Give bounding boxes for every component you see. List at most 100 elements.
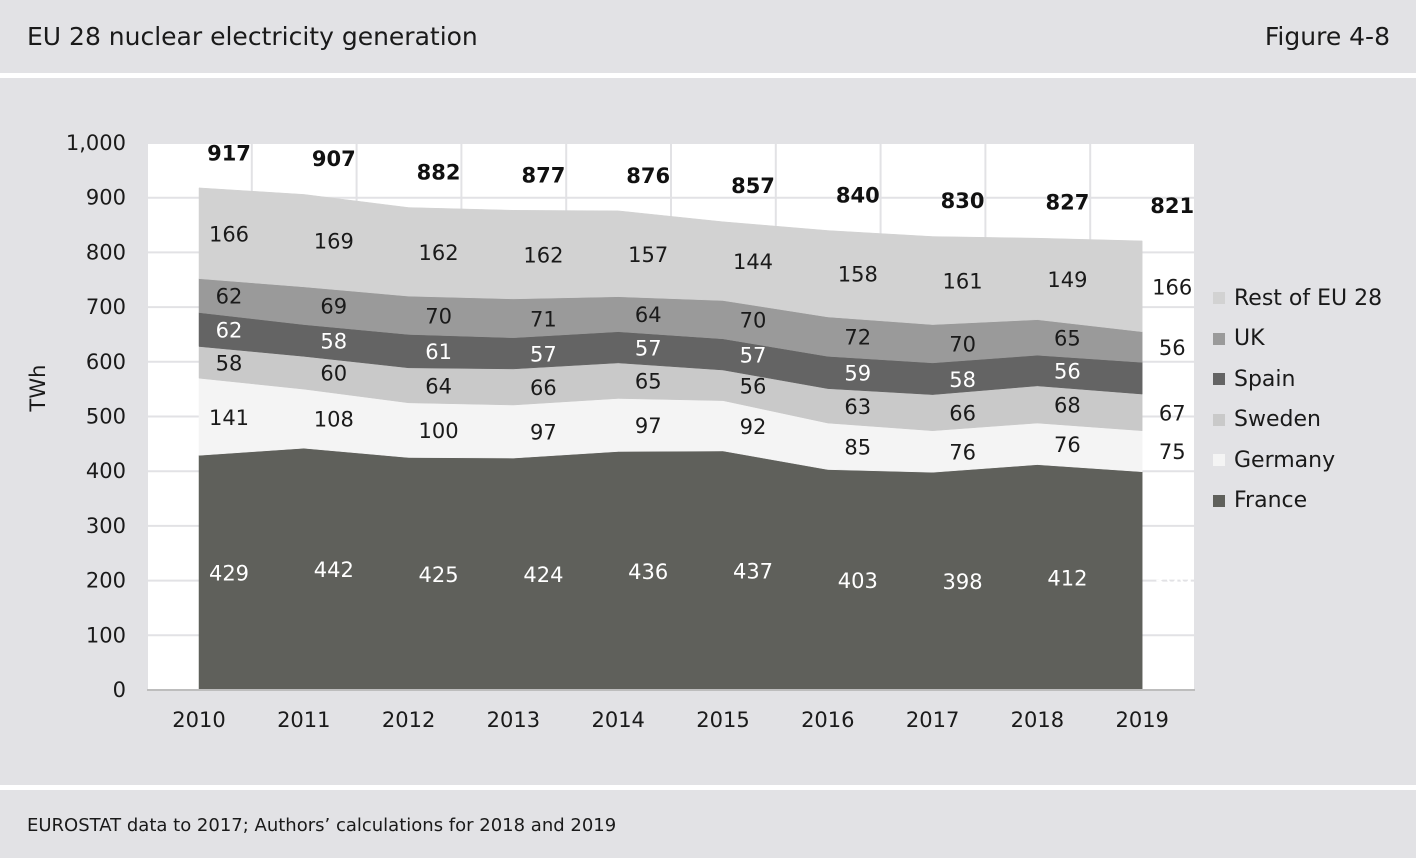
total-label: 877	[521, 163, 565, 187]
legend-label: Rest of EU 28	[1234, 285, 1383, 311]
footer-bar: EUROSTAT data to 2017; Authors’ calculat…	[0, 790, 1416, 858]
data-label: 141	[209, 406, 249, 430]
data-label: 58	[1159, 367, 1186, 391]
y-tick-label: 500	[86, 405, 126, 429]
data-label: 425	[419, 563, 459, 587]
data-label: 92	[740, 415, 767, 439]
x-tick-label: 2011	[277, 708, 330, 732]
data-label: 62	[216, 285, 243, 309]
legend-item: Sweden	[1213, 400, 1382, 441]
data-label: 70	[425, 304, 452, 328]
data-label: 70	[949, 333, 976, 357]
data-label: 149	[1047, 268, 1087, 292]
data-label: 436	[628, 560, 668, 584]
data-label: 412	[1047, 566, 1087, 590]
data-label: 56	[1054, 360, 1081, 384]
total-label: 830	[941, 189, 985, 213]
y-tick-label: 0	[113, 678, 126, 702]
legend-label: Sweden	[1234, 407, 1321, 433]
total-label: 882	[417, 161, 461, 185]
data-label: 169	[314, 230, 354, 254]
data-label: 442	[314, 558, 354, 582]
data-label: 108	[314, 408, 354, 432]
y-tick-label: 600	[86, 350, 126, 374]
x-tick-label: 2019	[1115, 708, 1168, 732]
y-tick-label: 700	[86, 295, 126, 319]
data-label: 67	[1159, 401, 1186, 425]
x-tick-label: 2010	[172, 708, 225, 732]
source-note: EUROSTAT data to 2017; Authors’ calculat…	[27, 815, 617, 836]
total-label: 917	[207, 141, 251, 165]
x-tick-label: 2015	[696, 708, 749, 732]
legend-swatch	[1213, 413, 1225, 426]
legend: Rest of EU 28 UK Spain Sweden Germany France	[1213, 278, 1382, 521]
data-label: 97	[530, 421, 557, 445]
legend-label: Spain	[1234, 366, 1296, 392]
value-labels: 429 442 425 424 436 437 403 398 412 399 141 108 100 9…	[209, 222, 1192, 594]
data-label: 66	[530, 376, 557, 400]
data-label: 60	[320, 362, 347, 386]
data-label: 57	[530, 342, 557, 366]
legend-item: Spain	[1213, 359, 1382, 400]
data-label: 166	[1152, 275, 1192, 299]
data-label: 97	[635, 414, 662, 438]
x-tick-label: 2013	[487, 708, 540, 732]
data-label: 56	[740, 374, 767, 398]
data-label: 437	[733, 559, 773, 583]
total-label: 827	[1045, 191, 1089, 215]
figure-number: Figure 4-8	[1264, 22, 1390, 51]
x-tick-label: 2014	[591, 708, 644, 732]
x-axis: 2010 2011 2012 2013 2014 2015 2016 2017 2018 2019	[147, 689, 1195, 732]
data-label: 70	[740, 309, 767, 333]
total-label: 907	[312, 147, 356, 171]
data-label: 76	[949, 441, 976, 465]
data-label: 158	[838, 263, 878, 287]
data-label: 56	[1159, 336, 1186, 360]
data-label: 162	[523, 244, 563, 268]
legend-swatch	[1213, 454, 1225, 467]
y-axis: 0 100 200 300 400 500 600 700 800 900 1,000	[66, 131, 126, 702]
data-label: 157	[628, 243, 668, 267]
chart-title: EU 28 nuclear electricity generation	[27, 22, 478, 51]
data-label: 424	[523, 563, 563, 587]
x-tick-label: 2017	[906, 708, 959, 732]
data-label: 63	[844, 395, 871, 419]
legend-label: Germany	[1234, 447, 1336, 473]
y-tick-label: 100	[86, 623, 126, 647]
data-label: 75	[1159, 440, 1186, 464]
data-label: 58	[216, 351, 243, 375]
data-label: 58	[320, 329, 347, 353]
data-label: 166	[209, 222, 249, 246]
data-label: 68	[1054, 393, 1081, 417]
data-label: 162	[419, 241, 459, 265]
total-label: 857	[731, 174, 775, 198]
data-label: 69	[320, 295, 347, 319]
y-tick-label: 200	[86, 569, 126, 593]
x-tick-label: 2016	[801, 708, 854, 732]
y-tick-label: 1,000	[66, 131, 126, 155]
y-tick-label: 900	[86, 186, 126, 210]
legend-swatch	[1213, 332, 1225, 345]
data-label: 61	[425, 340, 452, 364]
data-label: 57	[740, 343, 767, 367]
data-label: 144	[733, 250, 773, 274]
total-labels: 917 907 882 877 876 857 840 830 827 821	[207, 141, 1194, 218]
data-label: 57	[635, 336, 662, 360]
data-label: 399	[1152, 570, 1192, 594]
legend-swatch	[1213, 494, 1225, 507]
data-label: 64	[425, 374, 452, 398]
data-label: 100	[419, 419, 459, 443]
data-label: 398	[943, 570, 983, 594]
data-label: 65	[1054, 326, 1081, 350]
x-tick-label: 2012	[382, 708, 435, 732]
legend-swatch	[1213, 292, 1225, 305]
data-label: 161	[943, 270, 983, 294]
data-label: 76	[1054, 433, 1081, 457]
legend-item: France	[1213, 481, 1382, 522]
data-label: 64	[635, 303, 662, 327]
x-tick-label: 2018	[1011, 708, 1064, 732]
data-label: 66	[949, 402, 976, 426]
y-tick-label: 400	[86, 459, 126, 483]
total-label: 876	[626, 164, 670, 188]
